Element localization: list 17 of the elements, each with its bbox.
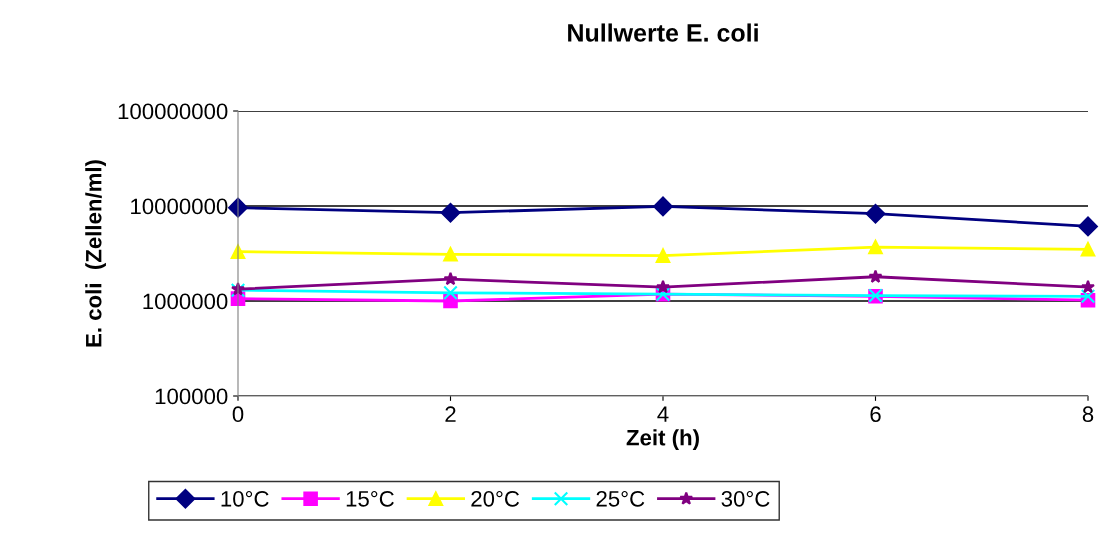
legend-label: 25°C [596, 490, 645, 507]
legend-label: 15°C [346, 490, 394, 507]
x-tick-label: 2 [445, 406, 456, 422]
x-tick-label: 6 [870, 406, 881, 423]
y-tick-label: 1000000 [143, 293, 228, 310]
legend-label: 30°C [721, 490, 770, 507]
chart-title: Nullwerte E. coli [568, 23, 758, 42]
x-tick-label: 8 [1082, 406, 1094, 423]
y-axis-title: E. coli (Zellen/ml) [85, 160, 106, 347]
x-axis-title: Zeit (h) [626, 429, 699, 450]
y-tick-label: 10000000 [131, 198, 228, 215]
legend-label: 10°C [221, 490, 269, 507]
y-tick-label: 100000000 [118, 103, 228, 120]
x-tick-label: 0 [232, 406, 244, 423]
legend-label: 20°C [471, 490, 520, 507]
x-tick-label: 4 [657, 406, 669, 422]
y-tick-label: 100000 [155, 388, 228, 405]
